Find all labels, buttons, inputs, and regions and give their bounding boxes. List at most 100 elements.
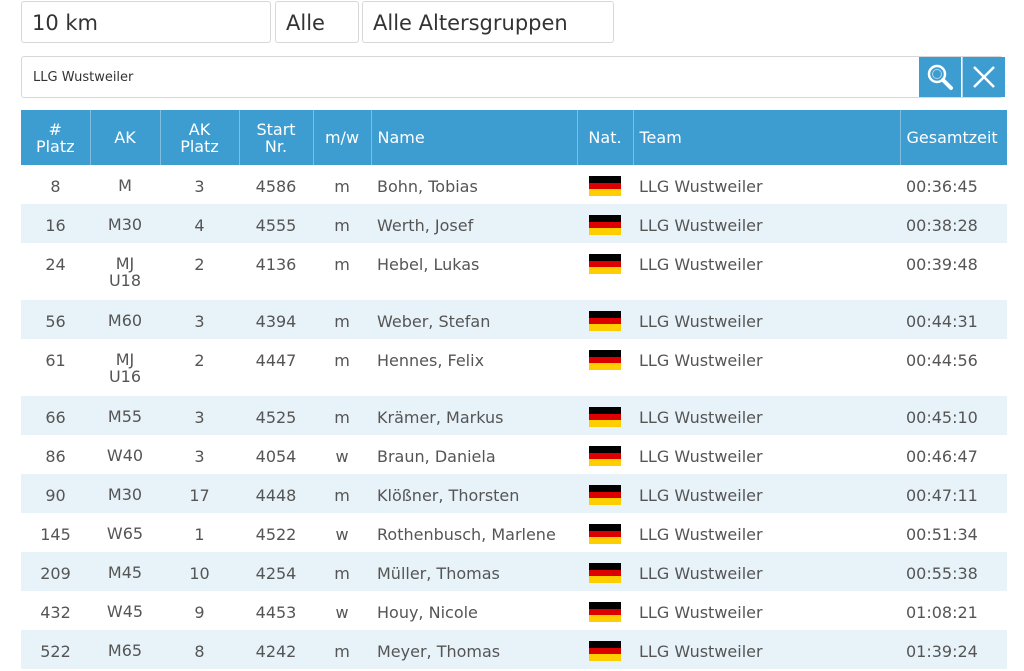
cell-gesamtzeit: 00:51:34 <box>906 525 978 544</box>
cell-ak-platz: 2 <box>194 351 205 370</box>
cell-team[interactable]: LLG Wustweiler <box>639 486 763 505</box>
cell-ak-platz: 3 <box>194 447 205 466</box>
close-icon <box>973 66 995 88</box>
cell-team[interactable]: LLG Wustweiler <box>639 447 763 466</box>
cell-gesamtzeit: 00:55:38 <box>906 564 978 583</box>
header-mw[interactable]: m/w <box>313 110 372 165</box>
cell-start-nr: 4586 <box>255 177 297 196</box>
cell-name[interactable]: Müller, Thomas <box>377 564 500 583</box>
cell-name[interactable]: Rothenbusch, Marlene <box>377 525 556 544</box>
cell-mw: m <box>334 255 350 274</box>
clear-button[interactable] <box>962 57 1005 97</box>
cell-ak: W40 <box>106 446 144 465</box>
header-ak[interactable]: AK <box>90 110 161 165</box>
cell-gesamtzeit: 00:38:28 <box>906 216 978 235</box>
cell-mw: w <box>335 525 349 544</box>
cell-gesamtzeit: 00:46:47 <box>906 447 978 466</box>
gender-select[interactable]: Alle <box>275 1 359 43</box>
search-bar <box>21 56 1005 98</box>
header-start-nr[interactable]: Start Nr. <box>239 110 314 165</box>
header-ak-platz[interactable]: AK Platz <box>160 110 240 165</box>
header-name[interactable]: Name <box>371 110 578 165</box>
table-row[interactable]: 61 MJ U16 2 4447 m Hennes, Felix LLG Wustweiler… <box>21 339 1007 396</box>
cell-name[interactable]: Braun, Daniela <box>377 447 496 466</box>
table-row[interactable]: 86 W40 3 4054 w Braun, Daniela LLG Wustweiler 0… <box>21 435 1007 474</box>
cell-mw: m <box>334 564 350 583</box>
cell-nat <box>577 435 633 474</box>
cell-start-nr: 4054 <box>255 447 297 466</box>
table-row[interactable]: 209 M45 10 4254 m Müller, Thomas LLG Wustweile… <box>21 552 1007 591</box>
cell-gesamtzeit: 00:47:11 <box>906 486 978 505</box>
cell-team[interactable]: LLG Wustweiler <box>639 216 763 235</box>
cell-platz: 8 <box>50 177 61 196</box>
cell-nat <box>577 300 633 339</box>
table-row[interactable]: 56 M60 3 4394 m Weber, Stefan LLG Wustweiler 00… <box>21 300 1007 339</box>
cell-ak-platz: 9 <box>194 603 205 622</box>
cell-team[interactable]: LLG Wustweiler <box>639 525 763 544</box>
cell-ak-platz: 2 <box>194 255 205 274</box>
cell-mw: m <box>334 486 350 505</box>
header-gesamtzeit[interactable]: Gesamtzeit <box>900 110 1007 165</box>
age-group-select[interactable]: Alle Altersgruppen <box>362 1 614 43</box>
cell-name[interactable]: Weber, Stefan <box>377 312 491 331</box>
cell-platz: 56 <box>45 312 66 331</box>
cell-mw: m <box>334 312 350 331</box>
header-team[interactable]: Team <box>633 110 901 165</box>
cell-gesamtzeit: 01:39:24 <box>906 642 978 661</box>
table-row[interactable]: 145 W65 1 4522 w Rothenbusch, Marlene LLG Wust… <box>21 513 1007 552</box>
table-row[interactable]: 432 W45 9 4453 w Houy, Nicole LLG Wustweiler 01… <box>21 591 1007 630</box>
table-row[interactable]: 90 M30 17 4448 m Klößner, Thorsten LLG Wustwei… <box>21 474 1007 513</box>
cell-team[interactable]: LLG Wustweiler <box>639 642 763 661</box>
cell-name[interactable]: Klößner, Thorsten <box>377 486 520 505</box>
cell-team[interactable]: LLG Wustweiler <box>639 351 763 370</box>
cell-name[interactable]: Bohn, Tobias <box>377 177 478 196</box>
cell-start-nr: 4447 <box>255 351 297 370</box>
cell-nat <box>577 396 633 435</box>
cell-mw: m <box>334 642 350 661</box>
cell-team[interactable]: LLG Wustweiler <box>639 603 763 622</box>
cell-team[interactable]: LLG Wustweiler <box>639 408 763 427</box>
cell-team[interactable]: LLG Wustweiler <box>639 177 763 196</box>
header-nat[interactable]: Nat. <box>577 110 634 165</box>
germany-flag-icon <box>589 215 621 235</box>
cell-mw: w <box>335 603 349 622</box>
cell-name[interactable]: Houy, Nicole <box>377 603 478 622</box>
cell-mw: m <box>334 216 350 235</box>
cell-nat <box>577 243 633 300</box>
cell-ak-platz: 3 <box>194 312 205 331</box>
cell-name[interactable]: Krämer, Markus <box>377 408 504 427</box>
cell-ak: MJ U18 <box>108 254 142 290</box>
table-row[interactable]: 66 M55 3 4525 m Krämer, Markus LLG Wustweiler 0… <box>21 396 1007 435</box>
table-row[interactable]: 24 MJ U18 2 4136 m Hebel, Lukas LLG Wustweiler 0… <box>21 243 1007 300</box>
cell-nat <box>577 204 633 243</box>
cell-ak-platz: 17 <box>189 486 210 505</box>
search-button[interactable] <box>919 57 961 97</box>
table-row[interactable]: 16 M30 4 4555 m Werth, Josef LLG Wustweiler 00:… <box>21 204 1007 243</box>
cell-team[interactable]: LLG Wustweiler <box>639 312 763 331</box>
cell-name[interactable]: Meyer, Thomas <box>377 642 501 661</box>
cell-nat <box>577 339 633 396</box>
cell-gesamtzeit: 00:39:48 <box>906 255 978 274</box>
cell-mw: w <box>335 447 349 466</box>
table-row[interactable]: 8 M 3 4586 m Bohn, Tobias LLG Wustweiler 00:36:… <box>21 165 1007 204</box>
cell-start-nr: 4394 <box>255 312 297 331</box>
cell-start-nr: 4453 <box>255 603 297 622</box>
distance-select[interactable]: 10 km <box>21 1 271 43</box>
search-icon <box>927 64 953 90</box>
cell-platz: 66 <box>45 408 66 427</box>
cell-name[interactable]: Werth, Josef <box>377 216 474 235</box>
cell-name[interactable]: Hennes, Felix <box>377 351 485 370</box>
search-input[interactable] <box>22 57 918 97</box>
germany-flag-icon <box>589 641 621 661</box>
cell-name[interactable]: Hebel, Lukas <box>377 255 480 274</box>
cell-gesamtzeit: 00:45:10 <box>906 408 978 427</box>
cell-start-nr: 4525 <box>255 408 297 427</box>
cell-team[interactable]: LLG Wustweiler <box>639 564 763 583</box>
table-row[interactable]: 522 M65 8 4242 m Meyer, Thomas LLG Wustweiler 0… <box>21 630 1007 669</box>
germany-flag-icon <box>589 350 621 370</box>
header-platz[interactable]: # Platz <box>21 110 91 165</box>
cell-ak: M45 <box>107 563 143 582</box>
cell-start-nr: 4254 <box>255 564 297 583</box>
cell-team[interactable]: LLG Wustweiler <box>639 255 763 274</box>
cell-platz: 24 <box>45 255 66 274</box>
